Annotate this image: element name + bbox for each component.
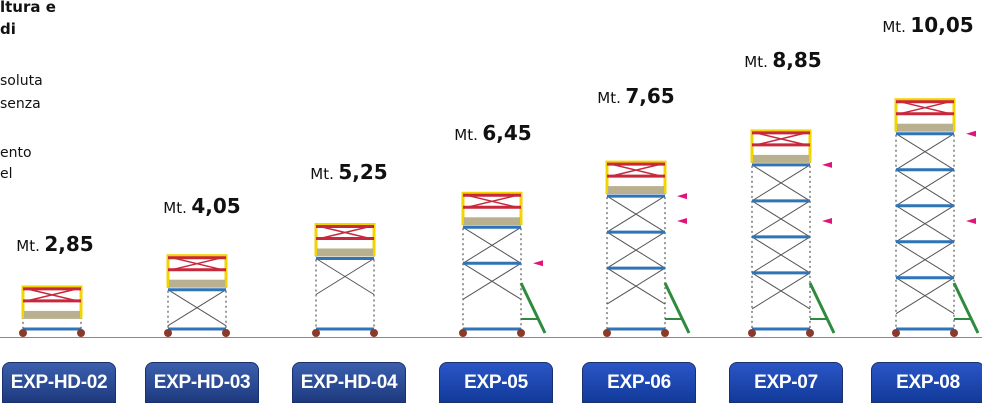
height-value: 6,45 [482, 121, 532, 145]
height-value: 4,05 [191, 194, 241, 218]
wheel-right [222, 329, 230, 337]
wheel-left [603, 329, 611, 337]
outrigger-brace [519, 282, 547, 334]
cross-brace [315, 258, 375, 295]
intro-heading-line-2: di [0, 20, 16, 38]
cross-brace [462, 262, 522, 300]
height-prefix: Mt. [310, 165, 334, 183]
wheel-left [164, 329, 172, 337]
wheel-right [806, 329, 814, 337]
intro-text-line-1: soluta [0, 73, 43, 89]
outrigger-brace [952, 282, 980, 334]
height-prefix: Mt. [16, 237, 40, 255]
wheel-left [748, 329, 756, 337]
stabilizer-marker [966, 130, 976, 137]
stabilizer-marker [822, 161, 832, 168]
height-value: 7,65 [625, 84, 675, 108]
cross-brace [895, 277, 955, 315]
height-value: 10,05 [910, 13, 974, 37]
model-button-exp-hd-02[interactable]: EXP-HD-02 [2, 362, 116, 403]
height-value: 5,25 [338, 160, 388, 184]
cross-brace [606, 267, 666, 305]
cross-brace [895, 205, 955, 243]
cross-brace [895, 241, 955, 279]
height-label-exp-hd-04: Mt. 5,25 [310, 162, 387, 183]
work-deck [169, 279, 225, 288]
cross-brace [751, 272, 811, 310]
wheel-left [19, 329, 27, 337]
cross-brace [462, 226, 522, 264]
guardrail-diagonal [466, 194, 518, 209]
height-value: 8,85 [772, 48, 822, 72]
wheel-left [459, 329, 467, 337]
work-deck [24, 310, 80, 319]
wheel-right [661, 329, 669, 337]
cross-brace [751, 164, 811, 202]
height-prefix: Mt. [163, 199, 187, 217]
work-deck [317, 248, 373, 257]
work-deck [897, 123, 953, 132]
height-prefix: Mt. [597, 89, 621, 107]
cross-brace [606, 231, 666, 269]
height-label-exp-06: Mt. 7,65 [597, 86, 674, 107]
height-prefix: Mt. [454, 126, 478, 144]
stabilizer-marker [533, 260, 543, 267]
ground-line [0, 337, 982, 338]
height-prefix: Mt. [882, 18, 906, 36]
guardrail-diagonal [610, 163, 662, 177]
outrigger-brace [663, 282, 691, 334]
height-label-exp-hd-02: Mt. 2,85 [16, 234, 93, 255]
intro-text: ltura e di soluta senza ento el [0, 0, 70, 200]
height-label-exp-08: Mt. 10,05 [882, 15, 973, 36]
stabilizer-marker [677, 218, 687, 224]
wheel-right [517, 329, 525, 337]
wheel-right [950, 329, 958, 337]
model-button-exp-05[interactable]: EXP-05 [439, 362, 553, 403]
model-button-exp-06[interactable]: EXP-06 [582, 362, 696, 403]
intro-heading-line-1: ltura e [0, 0, 56, 16]
height-label-exp-05: Mt. 6,45 [454, 123, 531, 144]
wheel-left [312, 329, 320, 337]
height-label-exp-07: Mt. 8,85 [744, 50, 821, 71]
model-button-exp-08[interactable]: EXP-08 [871, 362, 982, 403]
height-label-exp-hd-03: Mt. 4,05 [163, 196, 240, 217]
outrigger-brace [808, 282, 836, 334]
intro-text-line-4: el [0, 166, 13, 182]
guardrail-diagonal [171, 256, 223, 271]
intro-text-line-3: ento [0, 145, 32, 161]
height-prefix: Mt. [744, 53, 768, 71]
cross-brace [167, 289, 227, 327]
stabilizer-marker [822, 218, 832, 224]
model-button-exp-hd-03[interactable]: EXP-HD-03 [145, 362, 259, 403]
guardrail-diagonal [899, 100, 951, 115]
cross-brace [751, 236, 811, 274]
work-deck [753, 154, 809, 163]
cross-brace [895, 133, 955, 171]
stabilizer-marker [966, 218, 976, 224]
wheel-right [370, 329, 378, 337]
stabilizer-marker [677, 193, 687, 200]
cross-brace [606, 195, 666, 233]
cross-brace [751, 200, 811, 238]
cross-brace [895, 169, 955, 207]
guardrail-diagonal [755, 132, 807, 146]
guardrail-diagonal [26, 288, 78, 302]
model-button-exp-hd-04[interactable]: EXP-HD-04 [292, 362, 406, 403]
intro-text-line-2: senza [0, 96, 41, 112]
work-deck [608, 186, 664, 195]
height-value: 2,85 [44, 232, 94, 256]
work-deck [464, 217, 520, 226]
wheel-right [77, 329, 85, 337]
wheel-left [892, 329, 900, 337]
guardrail-diagonal [319, 225, 371, 240]
